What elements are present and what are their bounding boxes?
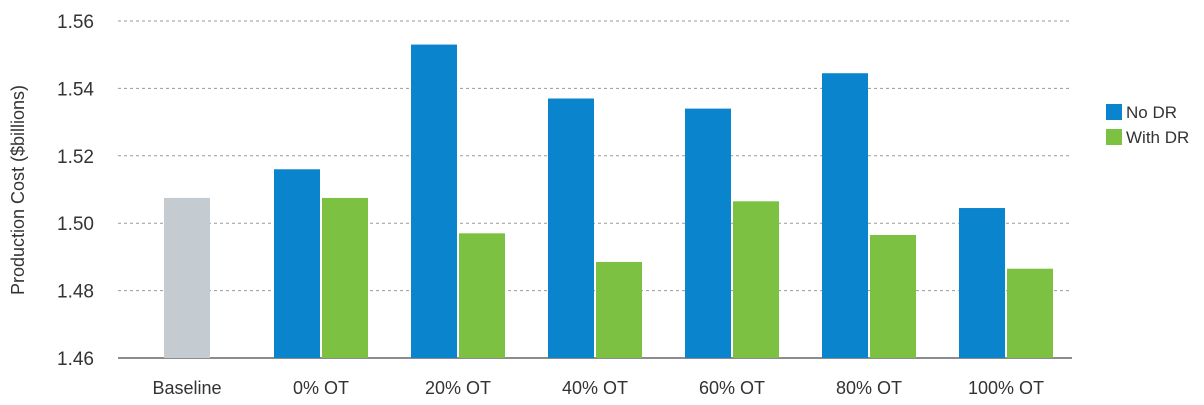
bar-with-dr: [596, 261, 642, 358]
bar-no-dr: [274, 169, 320, 358]
y-axis-title: Production Cost ($billions): [8, 85, 28, 295]
x-category-label: 100% OT: [968, 378, 1044, 398]
y-tick-label: 1.46: [57, 349, 94, 370]
x-category-label: 40% OT: [562, 378, 628, 398]
legend-label: No DR: [1126, 103, 1177, 122]
y-tick-label: 1.52: [57, 147, 94, 168]
x-category-label: 0% OT: [293, 378, 349, 398]
bar-baseline: [164, 197, 210, 358]
x-category-label: 60% OT: [699, 378, 765, 398]
bar-no-dr: [685, 108, 731, 359]
gridlines: [118, 20, 1072, 359]
bars: [164, 44, 1053, 359]
x-category-label: 20% OT: [425, 378, 491, 398]
bar-no-dr: [822, 73, 868, 359]
y-tick-label: 1.48: [57, 282, 94, 303]
legend-label: With DR: [1126, 128, 1189, 147]
y-tick-label: 1.54: [57, 79, 94, 100]
x-axis-categories: Baseline 0% OT 20% OT 40% OT 60% OT 80% OT 100…: [152, 378, 1044, 398]
legend: No DR With DR: [1106, 103, 1189, 147]
x-category-label: Baseline: [152, 378, 221, 398]
bar-with-dr: [322, 197, 368, 358]
bar-with-dr: [870, 234, 916, 358]
bar-no-dr: [548, 98, 594, 358]
bar-with-dr: [459, 233, 505, 358]
x-category-label: 80% OT: [836, 378, 902, 398]
y-tick-label: 1.50: [57, 214, 94, 235]
legend-swatch: [1106, 104, 1122, 120]
bar-with-dr: [733, 201, 779, 358]
y-axis-ticks: 1.46 1.48 1.50 1.52 1.54 1.56: [57, 12, 94, 370]
bar-no-dr: [411, 44, 457, 359]
bar-with-dr: [1007, 268, 1053, 358]
legend-swatch: [1106, 129, 1122, 145]
y-tick-label: 1.56: [57, 12, 94, 33]
bar-no-dr: [959, 208, 1005, 358]
